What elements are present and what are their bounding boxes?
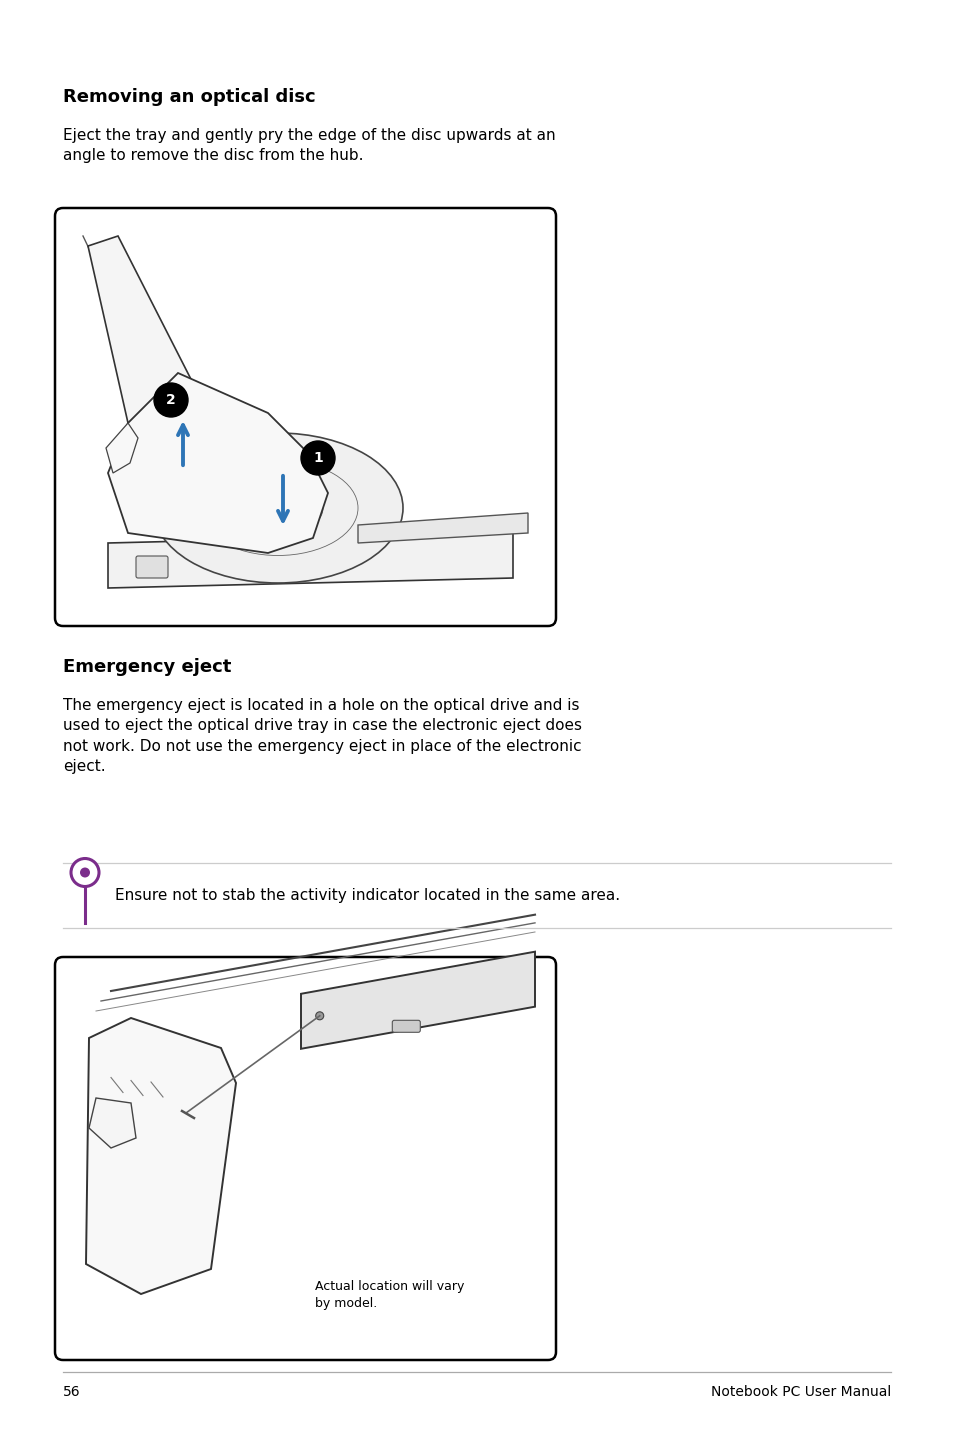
Text: 56: 56	[63, 1385, 81, 1399]
Polygon shape	[88, 236, 198, 423]
Circle shape	[153, 383, 188, 417]
Polygon shape	[301, 952, 535, 1048]
Text: Ensure not to stab the activity indicator located in the same area.: Ensure not to stab the activity indicato…	[115, 889, 619, 903]
Circle shape	[315, 1012, 323, 1020]
Polygon shape	[357, 513, 527, 544]
Ellipse shape	[152, 433, 402, 582]
Text: Notebook PC User Manual: Notebook PC User Manual	[710, 1385, 890, 1399]
Polygon shape	[89, 1099, 136, 1148]
Polygon shape	[108, 533, 513, 588]
FancyBboxPatch shape	[55, 209, 556, 626]
FancyBboxPatch shape	[55, 958, 556, 1360]
Circle shape	[71, 858, 99, 886]
Text: Removing an optical disc: Removing an optical disc	[63, 88, 315, 106]
Text: Eject the tray and gently pry the edge of the disc upwards at an
angle to remove: Eject the tray and gently pry the edge o…	[63, 128, 555, 164]
Polygon shape	[106, 423, 138, 473]
Text: Emergency eject: Emergency eject	[63, 659, 232, 676]
Text: Actual location will vary
by model.: Actual location will vary by model.	[314, 1280, 464, 1310]
FancyBboxPatch shape	[392, 1021, 420, 1032]
Polygon shape	[108, 372, 328, 554]
Circle shape	[270, 500, 286, 516]
Polygon shape	[86, 1018, 235, 1294]
Text: 2: 2	[166, 393, 175, 407]
Circle shape	[301, 441, 335, 475]
Circle shape	[80, 867, 90, 877]
Text: The emergency eject is located in a hole on the optical drive and is
used to eje: The emergency eject is located in a hole…	[63, 697, 581, 774]
Text: 1: 1	[313, 452, 322, 464]
FancyBboxPatch shape	[136, 557, 168, 578]
